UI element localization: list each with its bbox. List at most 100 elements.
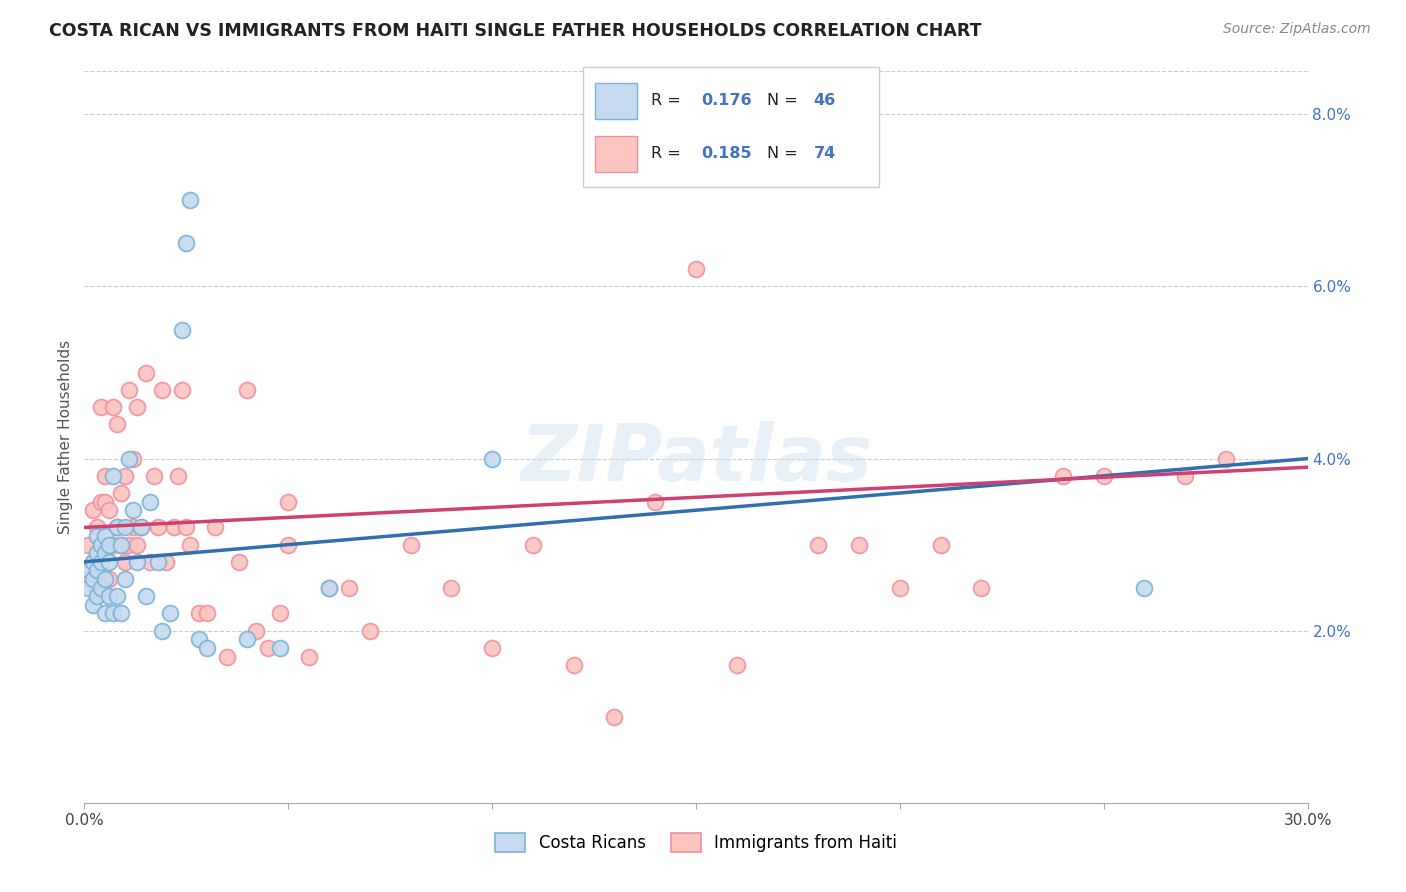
Point	[562, 658, 585, 673]
Point	[131, 520, 153, 534]
Point	[93, 529, 115, 543]
Point	[90, 400, 112, 414]
Point	[187, 607, 209, 621]
Point	[766, 125, 789, 139]
Text: COSTA RICAN VS IMMIGRANTS FROM HAITI SINGLE FATHER HOUSEHOLDS CORRELATION CHART: COSTA RICAN VS IMMIGRANTS FROM HAITI SIN…	[49, 22, 981, 40]
Point	[82, 555, 104, 569]
Point	[97, 589, 120, 603]
Point	[127, 555, 149, 569]
Point	[187, 632, 209, 647]
Point	[236, 383, 259, 397]
Point	[118, 451, 141, 466]
Point	[127, 538, 149, 552]
Point	[118, 383, 141, 397]
Point	[481, 451, 503, 466]
Point	[90, 555, 112, 569]
Point	[339, 581, 361, 595]
Point	[97, 538, 120, 552]
Point	[146, 520, 169, 534]
Point	[163, 520, 186, 534]
Point	[105, 520, 128, 534]
Point	[122, 520, 145, 534]
Point	[101, 607, 124, 621]
Point	[101, 400, 124, 414]
Text: ZIPatlas: ZIPatlas	[520, 421, 872, 497]
Point	[318, 581, 340, 595]
Bar	[595, 83, 637, 119]
Point	[146, 555, 169, 569]
Point	[245, 624, 267, 638]
Point	[195, 640, 218, 655]
Point	[150, 624, 173, 638]
Point	[93, 607, 115, 621]
Point	[110, 607, 132, 621]
Point	[110, 538, 132, 552]
Point	[105, 417, 128, 432]
Point	[82, 503, 104, 517]
Point	[86, 581, 108, 595]
Point	[142, 468, 165, 483]
Point	[929, 538, 952, 552]
Point	[97, 555, 120, 569]
Point	[101, 538, 124, 552]
Point	[93, 494, 115, 508]
Point	[167, 468, 190, 483]
Point	[127, 400, 149, 414]
Bar	[595, 136, 637, 171]
Point	[82, 572, 104, 586]
Point	[86, 564, 108, 578]
Point	[155, 555, 177, 569]
Point	[77, 538, 100, 552]
Point	[399, 538, 422, 552]
Point	[77, 564, 100, 578]
Point	[86, 520, 108, 534]
Point	[90, 538, 112, 552]
Point	[86, 546, 108, 560]
Point	[90, 494, 112, 508]
Point	[105, 520, 128, 534]
Text: R =: R =	[651, 146, 686, 161]
Text: 74: 74	[814, 146, 837, 161]
Point	[970, 581, 993, 595]
Point	[172, 383, 194, 397]
Point	[159, 607, 181, 621]
FancyBboxPatch shape	[583, 67, 879, 187]
Point	[807, 538, 830, 552]
Point	[131, 520, 153, 534]
Point	[359, 624, 381, 638]
Point	[889, 581, 911, 595]
Point	[110, 486, 132, 500]
Legend: Costa Ricans, Immigrants from Haiti: Costa Ricans, Immigrants from Haiti	[486, 824, 905, 860]
Point	[135, 589, 157, 603]
Point	[114, 468, 136, 483]
Point	[1052, 468, 1074, 483]
Point	[318, 581, 340, 595]
Text: N =: N =	[766, 146, 803, 161]
Point	[93, 572, 115, 586]
Y-axis label: Single Father Households: Single Father Households	[58, 340, 73, 534]
Point	[93, 468, 115, 483]
Point	[277, 538, 299, 552]
Point	[97, 572, 120, 586]
Point	[122, 451, 145, 466]
Point	[150, 383, 173, 397]
Point	[725, 658, 748, 673]
Point	[93, 546, 115, 560]
Point	[90, 581, 112, 595]
Point	[522, 538, 544, 552]
Point	[1133, 581, 1156, 595]
Point	[172, 322, 194, 336]
Text: 0.176: 0.176	[702, 93, 752, 108]
Point	[122, 503, 145, 517]
Point	[195, 607, 218, 621]
Point	[179, 538, 201, 552]
Point	[93, 538, 115, 552]
Point	[228, 555, 250, 569]
Point	[217, 649, 239, 664]
Point	[86, 529, 108, 543]
Point	[1174, 468, 1197, 483]
Point	[440, 581, 463, 595]
Point	[138, 555, 160, 569]
Point	[277, 494, 299, 508]
Text: 46: 46	[814, 93, 837, 108]
